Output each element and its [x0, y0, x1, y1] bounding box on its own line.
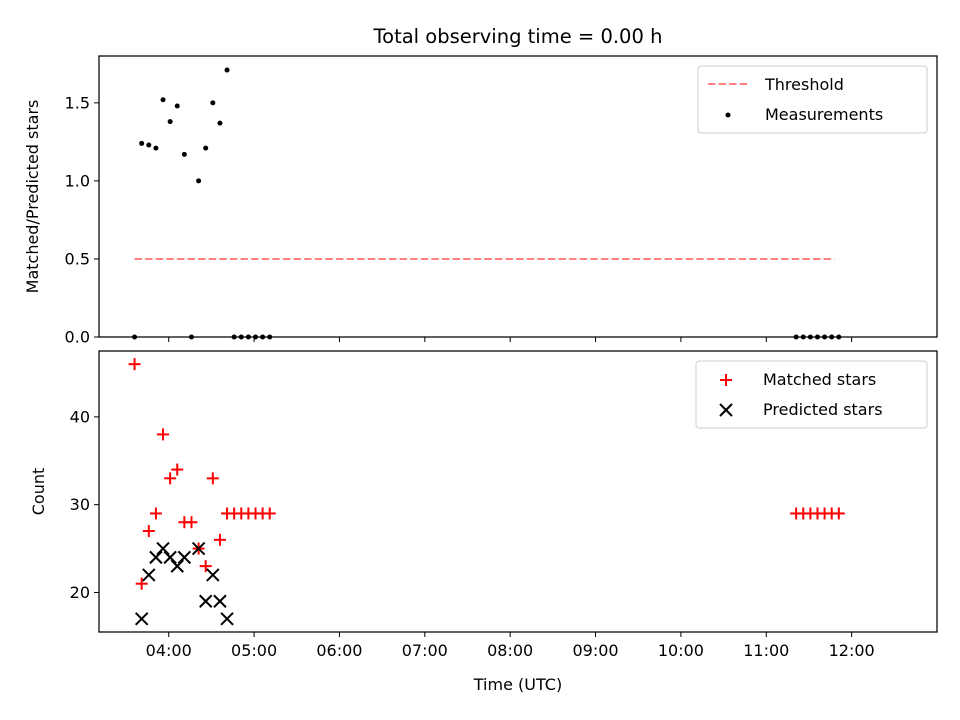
measurement-point [167, 119, 173, 125]
measurement-point [224, 67, 230, 73]
matched-star-point [206, 472, 219, 485]
x-tick-label: 05:00 [231, 641, 277, 660]
count-axes-frame [98, 350, 938, 633]
ratio-y-axis-label: Matched/Predicted stars [23, 100, 42, 294]
predicted-star-point [177, 550, 192, 565]
count-x-ticks: 04:00 05:00 06:00 07:00 08:00 09:00 10:00 11:00… [146, 632, 875, 660]
y-tick-label: 0.5 [65, 249, 90, 268]
predicted-star-point [220, 612, 234, 626]
ratio-y-ticks: 0.0 0.5 1.0 1.5 [65, 93, 99, 347]
matched-legend-swatch [720, 374, 732, 386]
matched-star-point [149, 507, 162, 520]
predicted-star-point [156, 541, 170, 556]
matched-star-point [157, 428, 170, 441]
y-tick-label: 0.0 [65, 328, 90, 347]
x-tick-label: 04:00 [146, 641, 192, 660]
predicted-star-point [163, 550, 177, 565]
measurement-point [181, 151, 187, 157]
y-tick-label: 30 [70, 495, 90, 514]
measurement-point [139, 140, 145, 146]
measurement-point [203, 145, 209, 151]
predicted-star-point [191, 541, 206, 556]
matched-star-point [199, 560, 212, 573]
chart-title: Total observing time = 0.00 h [373, 25, 663, 48]
x-tick-label: 06:00 [316, 641, 362, 660]
matched-star-point [128, 358, 141, 371]
threshold-legend-label: Threshold [764, 75, 844, 94]
count-marks [128, 358, 845, 626]
count-legend: Matched stars Predicted stars [695, 360, 928, 429]
x-tick-label: 10:00 [658, 641, 704, 660]
ratio-legend: Threshold Measurements [697, 65, 928, 134]
matched-star-point [171, 463, 184, 476]
predicted-star-point [198, 594, 213, 608]
count-panel: 20 30 40 04:00 05:00 06:00 07:00 08:00 09:00 10:… [29, 350, 938, 694]
x-tick-label: 11:00 [743, 641, 789, 660]
y-tick-label: 1.5 [65, 93, 90, 112]
predicted-star-point [170, 559, 184, 573]
count-legend-box [695, 360, 928, 429]
measurement-point [146, 142, 152, 148]
measurement-point [153, 145, 159, 151]
x-tick-label: 07:00 [402, 641, 448, 660]
measurement-point [217, 120, 223, 126]
measurement-point [196, 178, 202, 184]
y-tick-label: 40 [70, 407, 90, 426]
predicted-star-point [142, 568, 156, 582]
matched-star-point [185, 516, 198, 529]
ratio-axes-frame [98, 55, 938, 338]
ratio-legend-box [697, 65, 928, 134]
matched-star-point [213, 533, 226, 546]
count-y-axis-label: Count [29, 468, 48, 516]
measurements-legend-label: Measurements [765, 105, 883, 124]
measurement-point [210, 100, 216, 106]
measurement-point [160, 97, 166, 103]
matched-star-point [832, 507, 845, 520]
y-tick-label: 20 [70, 583, 90, 602]
count-y-ticks: 20 30 40 [70, 407, 99, 602]
x-tick-label: 12:00 [829, 641, 875, 660]
matched-star-point [164, 472, 177, 485]
predicted-legend-label: Predicted stars [763, 400, 883, 419]
x-axis-label: Time (UTC) [473, 675, 562, 694]
predicted-star-point [213, 594, 227, 608]
predicted-star-point [134, 612, 149, 626]
x-tick-label: 08:00 [487, 641, 533, 660]
matched-legend-label: Matched stars [763, 370, 876, 389]
matched-star-point [135, 577, 148, 590]
matched-star-point [142, 525, 155, 538]
ratio-panel: 0.0 0.5 1.0 1.5 Matched/Predicted stars Thr… [23, 55, 938, 347]
x-tick-label: 09:00 [572, 641, 618, 660]
ratio-x-ticks [168, 337, 853, 342]
predicted-legend-swatch [719, 403, 733, 417]
predicted-star-point [149, 550, 163, 565]
y-tick-label: 1.0 [65, 171, 90, 190]
measurements-legend-swatch [725, 112, 731, 118]
measurement-point [174, 103, 180, 109]
matched-star-point [263, 507, 276, 520]
predicted-star-point [206, 568, 220, 582]
